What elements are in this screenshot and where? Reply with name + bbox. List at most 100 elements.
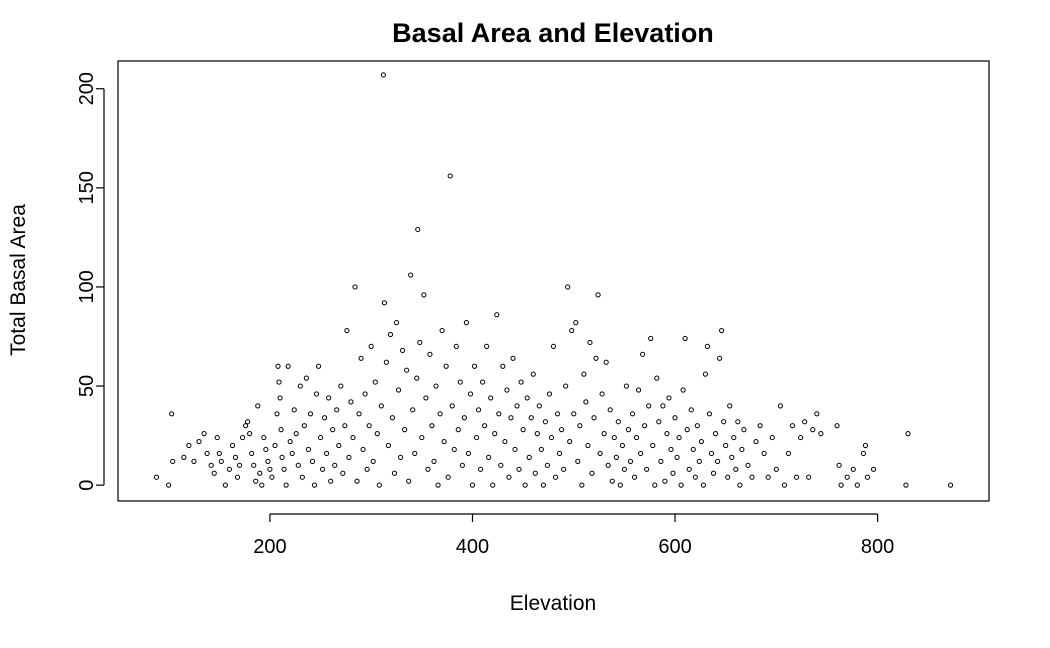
data-point bbox=[340, 470, 346, 476]
data-point bbox=[435, 482, 441, 488]
data-point bbox=[412, 450, 418, 457]
data-point bbox=[297, 383, 303, 389]
data-point bbox=[530, 371, 536, 377]
data-point bbox=[287, 438, 293, 445]
data-point bbox=[625, 427, 632, 433]
data-point bbox=[692, 474, 698, 480]
data-point bbox=[496, 411, 502, 417]
data-point bbox=[391, 470, 398, 476]
data-point bbox=[749, 474, 755, 480]
data-point bbox=[251, 462, 257, 468]
y-axis-label: Total Basal Area bbox=[7, 204, 30, 356]
data-point bbox=[544, 462, 551, 468]
data-point bbox=[719, 327, 725, 334]
data-point bbox=[385, 442, 392, 449]
data-point bbox=[599, 391, 605, 397]
data-point bbox=[585, 442, 591, 449]
data-point bbox=[524, 395, 530, 401]
data-point bbox=[285, 363, 291, 369]
data-point bbox=[414, 375, 420, 381]
chart-title: Basal Area and Elevation bbox=[392, 18, 714, 48]
data-point bbox=[642, 423, 648, 429]
data-point bbox=[328, 478, 334, 484]
data-point bbox=[546, 391, 553, 397]
data-point bbox=[439, 327, 445, 334]
data-point bbox=[354, 478, 360, 484]
data-point bbox=[307, 411, 314, 417]
data-point bbox=[201, 431, 207, 437]
data-point bbox=[593, 355, 599, 361]
data-point bbox=[656, 419, 662, 425]
data-point bbox=[597, 450, 603, 457]
data-point bbox=[731, 434, 737, 441]
data-point bbox=[267, 466, 273, 472]
data-point bbox=[818, 431, 824, 437]
data-point bbox=[406, 478, 412, 484]
data-point bbox=[650, 442, 656, 449]
data-point bbox=[383, 359, 389, 365]
data-point bbox=[798, 434, 804, 441]
data-point bbox=[538, 446, 544, 453]
data-point bbox=[469, 482, 476, 488]
data-point bbox=[870, 466, 877, 472]
data-point bbox=[399, 347, 406, 353]
data-point bbox=[587, 339, 593, 346]
data-point bbox=[654, 375, 660, 381]
data-point bbox=[635, 387, 642, 393]
data-point bbox=[500, 363, 506, 369]
data-points bbox=[153, 72, 954, 488]
data-point bbox=[575, 458, 581, 464]
data-point bbox=[408, 272, 414, 278]
data-point bbox=[520, 427, 526, 433]
data-point bbox=[257, 470, 263, 476]
data-point bbox=[723, 442, 729, 449]
data-point bbox=[706, 411, 713, 417]
data-point bbox=[556, 450, 563, 457]
data-point bbox=[532, 470, 538, 476]
data-point bbox=[579, 482, 585, 488]
data-point bbox=[633, 434, 640, 441]
data-point bbox=[272, 442, 278, 449]
data-point bbox=[617, 482, 623, 488]
data-point bbox=[455, 427, 461, 433]
data-point bbox=[573, 320, 579, 326]
data-point bbox=[319, 466, 326, 472]
y-tick-label: 50 bbox=[76, 375, 98, 397]
data-point bbox=[540, 482, 546, 488]
data-point bbox=[214, 434, 220, 441]
data-point bbox=[516, 466, 522, 472]
data-point bbox=[581, 371, 587, 377]
data-point bbox=[275, 363, 281, 369]
data-point bbox=[589, 470, 595, 476]
data-point bbox=[356, 411, 362, 417]
data-point bbox=[277, 395, 283, 401]
data-point bbox=[648, 335, 654, 342]
data-point bbox=[387, 331, 394, 338]
data-point bbox=[344, 327, 350, 334]
data-point bbox=[166, 482, 172, 488]
y-axis: 0 50 100 150 200 bbox=[76, 72, 105, 491]
data-point bbox=[903, 482, 909, 488]
data-point bbox=[211, 470, 217, 476]
data-point bbox=[696, 458, 702, 464]
data-point bbox=[506, 474, 512, 480]
data-point bbox=[704, 343, 711, 350]
data-point bbox=[204, 450, 210, 457]
data-point bbox=[810, 427, 816, 433]
data-point bbox=[366, 423, 372, 429]
data-point bbox=[552, 474, 559, 480]
data-point bbox=[330, 427, 336, 433]
x-axis-label: Elevation bbox=[510, 592, 596, 615]
data-point bbox=[415, 226, 421, 233]
data-point bbox=[554, 411, 561, 417]
data-point bbox=[700, 482, 706, 488]
data-point bbox=[542, 419, 548, 425]
data-point bbox=[638, 450, 644, 457]
data-point bbox=[370, 458, 376, 464]
data-point bbox=[781, 482, 788, 488]
x-tick-label: 400 bbox=[456, 536, 489, 558]
data-point bbox=[660, 403, 666, 409]
data-point bbox=[467, 391, 474, 397]
data-point bbox=[640, 351, 646, 357]
data-point bbox=[836, 462, 842, 468]
